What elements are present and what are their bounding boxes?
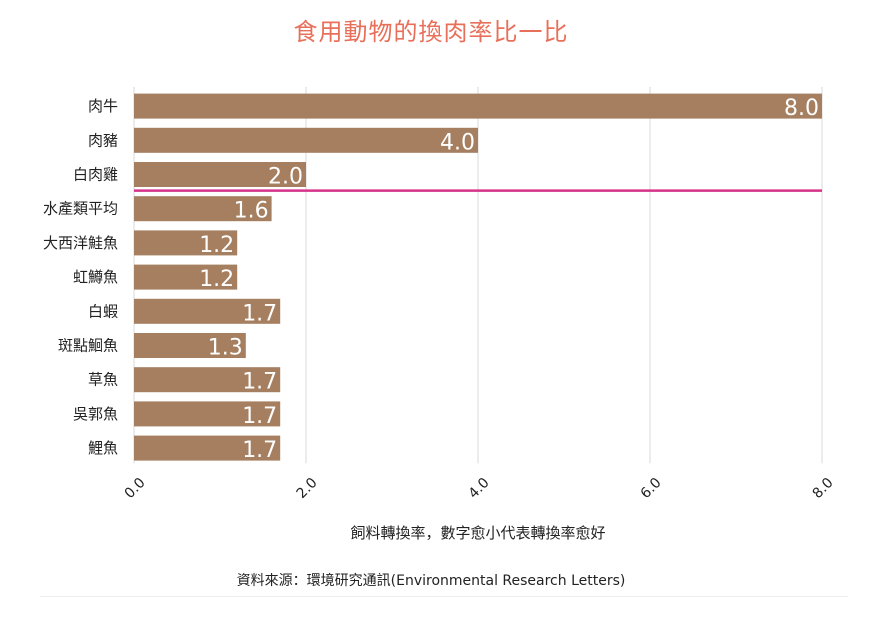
category-label: 草魚: [88, 371, 118, 389]
bar-value-label: 1.7: [242, 438, 277, 463]
category-label: 鯉魚: [88, 439, 118, 457]
category-label: 肉豬: [88, 131, 118, 149]
x-tick-label: 6.0: [638, 475, 665, 502]
x-tick-label: 0.0: [122, 475, 149, 502]
bar-value-label: 1.2: [199, 267, 234, 292]
x-axis-label: 飼料轉換率，數字愈小代表轉換率愈好: [350, 524, 606, 542]
bar: [134, 298, 281, 324]
bar: [134, 162, 306, 187]
bar: [134, 333, 246, 358]
bar: [134, 196, 272, 222]
category-label: 肉牛: [88, 97, 118, 115]
bar-value-label: 4.0: [440, 130, 475, 155]
bar: [134, 93, 822, 119]
source-note: 資料來源：環境研究通訊(Environmental Research Lette…: [236, 573, 626, 589]
chart-title: 食用動物的換肉率比一比: [293, 18, 569, 46]
bar-value-label: 1.2: [199, 233, 234, 258]
bar-value-label: 1.7: [242, 404, 277, 429]
bar: [134, 127, 478, 153]
bar-value-label: 8.0: [784, 96, 819, 121]
bar: [134, 435, 281, 461]
x-tick-label: 8.0: [810, 475, 837, 502]
bar: [134, 230, 238, 256]
category-label: 水產類平均: [43, 200, 118, 218]
bar-value-label: 1.6: [234, 199, 269, 224]
category-label: 斑點鮰魚: [58, 337, 118, 355]
category-label: 大西洋鮭魚: [43, 234, 118, 252]
category-label: 白蝦: [88, 302, 118, 320]
bar: [134, 264, 238, 290]
footer-divider: [40, 596, 848, 597]
category-label: 白肉雞: [73, 166, 118, 184]
x-tick-label: 4.0: [466, 475, 493, 502]
bar: [134, 367, 281, 393]
category-label: 吳郭魚: [73, 405, 118, 423]
bar: [134, 401, 281, 427]
bar-value-label: 1.7: [242, 301, 277, 326]
bar-value-label: 1.3: [208, 336, 243, 361]
x-tick-label: 2.0: [294, 475, 321, 502]
category-label: 虹鱒魚: [73, 268, 118, 286]
bar-value-label: 2.0: [268, 165, 303, 190]
bar-value-label: 1.7: [242, 370, 277, 395]
